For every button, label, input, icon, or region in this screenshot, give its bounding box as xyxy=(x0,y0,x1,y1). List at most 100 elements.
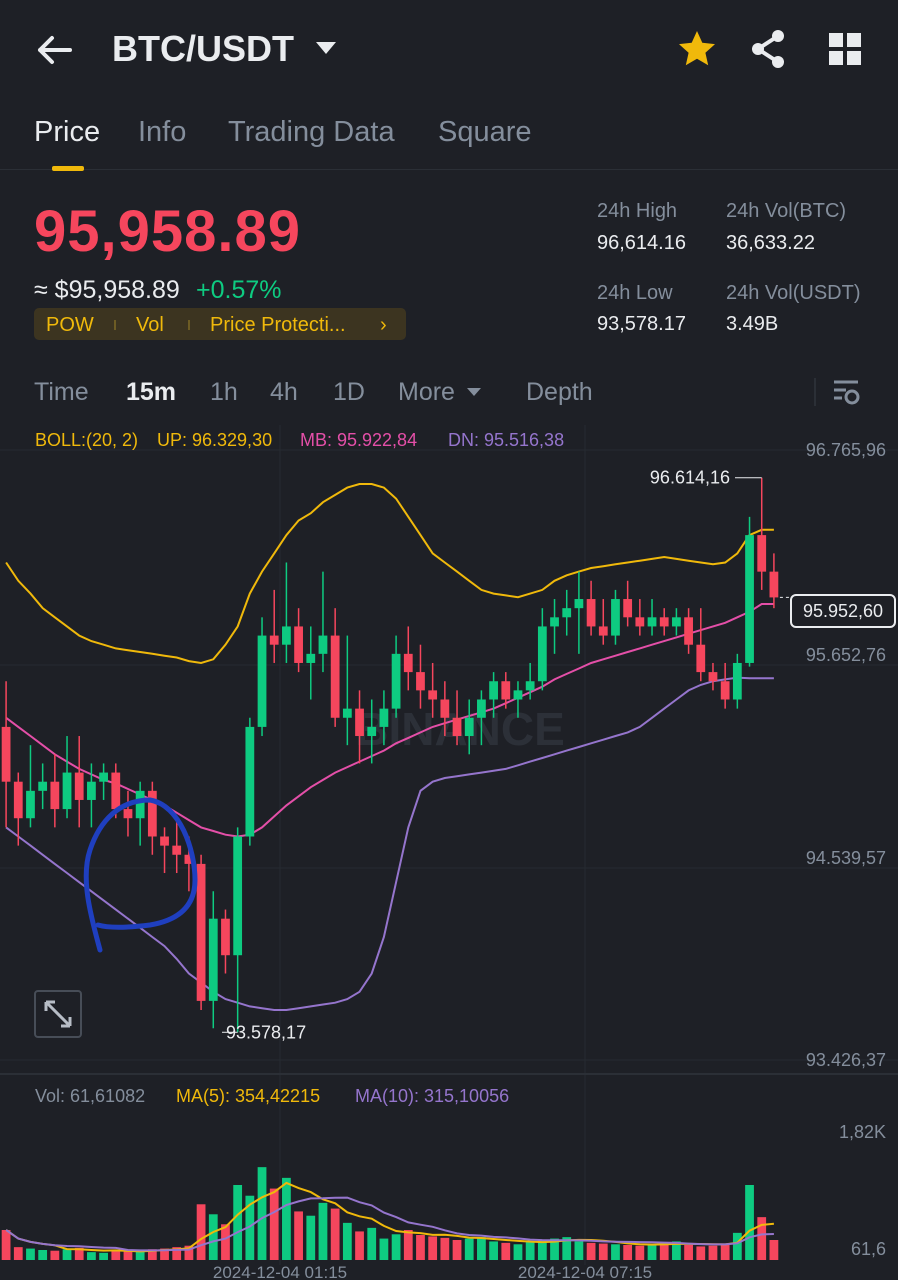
candle-body xyxy=(623,599,633,618)
high-value: 96,614.16 xyxy=(597,232,686,254)
candle-body xyxy=(708,672,718,682)
candle-body xyxy=(745,535,754,663)
candle-body xyxy=(477,699,486,718)
tab-trading-data[interactable]: Trading Data xyxy=(228,116,395,148)
chevron-right-icon: › xyxy=(380,314,387,336)
volume-bar xyxy=(525,1242,535,1260)
timeframe-15m[interactable]: 15m xyxy=(126,378,177,406)
chevron-down-icon[interactable] xyxy=(314,38,338,58)
top-bar: BTC/USDT xyxy=(0,0,898,100)
volume-bar xyxy=(489,1241,498,1260)
tag-divider xyxy=(188,320,190,330)
candle-body xyxy=(123,809,133,819)
volume-bar xyxy=(623,1245,633,1260)
back-arrow-icon[interactable] xyxy=(34,30,74,70)
time-axis-label: 2024-12-04 07:15 xyxy=(518,1263,652,1280)
volume-bar xyxy=(245,1195,255,1260)
candle-body xyxy=(38,781,48,791)
boll-up-value: UP: 96.329,30 xyxy=(157,430,273,450)
volume-bar xyxy=(501,1242,511,1260)
candle-body xyxy=(440,699,450,718)
timeframe-4h[interactable]: 4h xyxy=(270,378,298,406)
volume-bar xyxy=(586,1242,596,1260)
candle-body xyxy=(13,781,23,819)
timeframe-1d[interactable]: 1D xyxy=(333,378,365,406)
candle-body xyxy=(184,854,194,864)
candle-body xyxy=(428,690,438,700)
candle-body xyxy=(659,617,669,627)
timeframe-1h[interactable]: 1h xyxy=(210,378,238,406)
candle-body xyxy=(489,681,498,700)
low-marker-label: 93.578,17 xyxy=(226,1022,306,1042)
tag-price-protection: Price Protecti... xyxy=(210,314,346,336)
chart-settings-icon[interactable] xyxy=(830,376,862,408)
candle-body xyxy=(769,571,779,598)
candle-body xyxy=(720,681,730,700)
candle-body xyxy=(62,772,72,810)
volume-bar xyxy=(26,1248,35,1260)
volume-bar xyxy=(757,1217,767,1260)
candle-body xyxy=(611,599,620,636)
volume-bar xyxy=(294,1211,303,1260)
boll-lower-line xyxy=(5,676,774,1011)
candle-body xyxy=(501,681,511,700)
volume-bar xyxy=(87,1252,96,1260)
trading-pair-title[interactable]: BTC/USDT xyxy=(112,28,294,69)
caret-down-icon[interactable] xyxy=(466,386,482,398)
volume-bars-layer xyxy=(1,1167,779,1260)
volume-bar xyxy=(318,1202,328,1260)
volume-bar xyxy=(367,1227,377,1260)
candle-body xyxy=(513,690,523,700)
price-change-percent: +0.57% xyxy=(196,276,282,304)
volume-bar xyxy=(452,1240,462,1260)
volume-bar xyxy=(123,1251,133,1260)
price-markers: 96.614,16 93.578,17 xyxy=(222,468,790,1042)
candle-body xyxy=(147,790,157,837)
active-tab-indicator xyxy=(52,166,84,171)
low-label: 24h Low xyxy=(597,282,673,304)
volume-bar xyxy=(74,1247,84,1260)
volume-bar xyxy=(708,1245,718,1260)
tab-square[interactable]: Square xyxy=(438,116,532,148)
tab-price[interactable]: Price xyxy=(34,116,101,148)
candle-body xyxy=(318,635,328,654)
candle-body xyxy=(684,617,693,645)
fullscreen-button[interactable] xyxy=(34,990,82,1038)
volume-bar xyxy=(330,1208,340,1260)
tab-depth[interactable]: Depth xyxy=(526,378,593,406)
candle-body xyxy=(416,672,425,691)
axis-labels: 96.765,96 95.652,76 94.539,57 93.426,37 1,82… xyxy=(213,440,886,1280)
volume-bar xyxy=(221,1224,230,1260)
token-tags[interactable]: POW Vol Price Protecti... › xyxy=(34,308,406,340)
tab-info[interactable]: Info xyxy=(138,116,187,148)
volume-bar xyxy=(196,1204,206,1260)
candlestick-chart[interactable]: BINANCE 96.765,9695.652,7694.539,5793.42… xyxy=(0,425,898,1280)
candle-body xyxy=(196,863,206,1001)
volume-bar xyxy=(172,1247,182,1260)
volume-bar xyxy=(233,1185,243,1260)
boll-upper-line xyxy=(5,483,774,665)
share-icon[interactable] xyxy=(748,28,788,70)
timeframe-time[interactable]: Time xyxy=(34,378,89,406)
volume-bar xyxy=(659,1242,669,1260)
volume-bar xyxy=(257,1167,267,1260)
vol-btc-label: 24h Vol(BTC) xyxy=(726,200,847,222)
volume-bar xyxy=(464,1238,474,1260)
boll-middle-line xyxy=(5,603,774,838)
candle-body xyxy=(257,635,267,727)
boll-params: BOLL:(20, 2) xyxy=(35,430,139,450)
volume-bar xyxy=(342,1222,352,1260)
candle-body xyxy=(452,717,462,737)
timeframe-more[interactable]: More xyxy=(398,378,455,406)
volume-bar xyxy=(574,1241,584,1260)
candle-body xyxy=(221,918,230,956)
volume-bar xyxy=(720,1243,730,1260)
hand-drawn-annotation xyxy=(83,797,198,953)
candle-body xyxy=(342,708,352,718)
volume-ma5: MA(5): 354,42215 xyxy=(176,1086,321,1106)
candle-body xyxy=(99,772,108,782)
grid-icon[interactable] xyxy=(826,30,864,68)
candle-body xyxy=(135,790,145,819)
price-axis-label: 93.426,37 xyxy=(806,1050,886,1070)
star-icon[interactable] xyxy=(676,28,718,70)
